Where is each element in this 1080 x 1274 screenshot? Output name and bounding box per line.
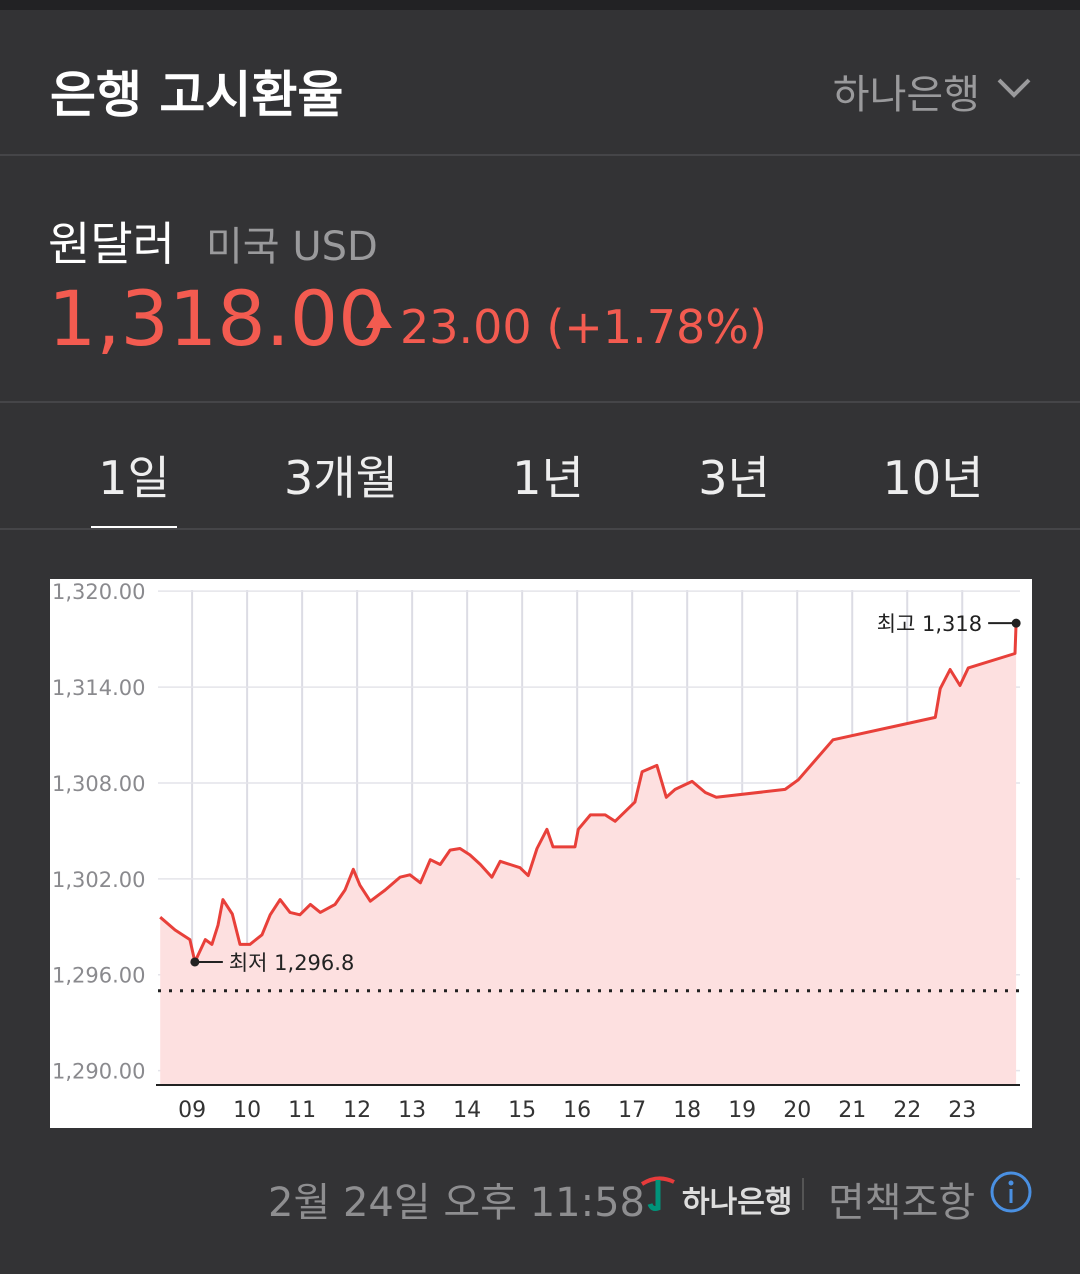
currency-name: 원달러 [48,217,175,271]
header-title: 은행 고시환율 [50,66,344,124]
divider [0,154,1080,156]
x-tick-label: 20 [783,1098,811,1123]
x-tick-label: 22 [893,1098,921,1123]
x-tick-label: 15 [508,1098,536,1123]
y-tick-label: 1,290.00 [52,1060,146,1084]
annotation-point [190,957,200,967]
y-tick-label: 1,296.00 [52,964,146,988]
x-tick-label: 16 [563,1098,591,1123]
top-bar [0,0,1080,10]
period-tab[interactable]: 10년 [882,451,984,505]
y-tick-label: 1,314.00 [52,676,146,700]
bank-logo-icon [640,1176,675,1211]
y-tick-label: 1,308.00 [52,772,146,796]
x-tick-label: 10 [233,1098,261,1123]
divider [0,401,1080,403]
x-tick-label: 13 [398,1098,426,1123]
y-tick-label: 1,302.00 [52,868,146,892]
change: 23.00 (+1.78%) [400,300,767,354]
area-fill [160,623,1017,1085]
separator [802,1178,804,1210]
x-tick-label: 12 [343,1098,371,1123]
x-tick-label: 09 [178,1098,206,1123]
price: 1,318.00 [48,274,387,363]
change-value: 23.00 [400,300,532,354]
up-arrow [366,308,392,328]
currency-country: 미국 USD [206,224,378,270]
bank-selector[interactable]: 하나은행 [832,72,980,118]
info-icon[interactable] [990,1171,1032,1213]
x-tick-label: 17 [618,1098,646,1123]
price-line [159,623,1018,964]
x-tick-label: 23 [948,1098,976,1123]
period-tab[interactable]: 1일 [98,451,170,505]
period-tab[interactable]: 3개월 [284,451,398,505]
annotation-label: 최고 1,318 [877,612,982,636]
y-tick-label: 1,320.00 [52,580,146,604]
x-tick-label: 21 [838,1098,866,1123]
x-tick-label: 18 [673,1098,701,1123]
x-tick-label: 14 [453,1098,481,1123]
chevron[interactable] [996,76,1032,100]
annotation-point [1011,618,1021,628]
x-tick-label: 19 [728,1098,756,1123]
change-percent: (+1.78%) [546,300,767,354]
disclaimer[interactable]: 면책조항 [828,1180,976,1226]
x-tick-label: 11 [288,1098,316,1123]
chart: 09 10 11 12 13 14 15 16 17 18 19 20 21 22 23 1,290.00 1,… [50,579,1032,1128]
period-tab[interactable]: 3년 [698,451,770,505]
divider [0,528,1080,530]
period-tab[interactable]: 1년 [512,451,584,505]
timestamp: 2월 24일 오후 11:58 [268,1180,645,1226]
annotation-label: 최저 1,296.8 [229,951,354,975]
bank-logo-text: 하나은행 [682,1185,793,1220]
